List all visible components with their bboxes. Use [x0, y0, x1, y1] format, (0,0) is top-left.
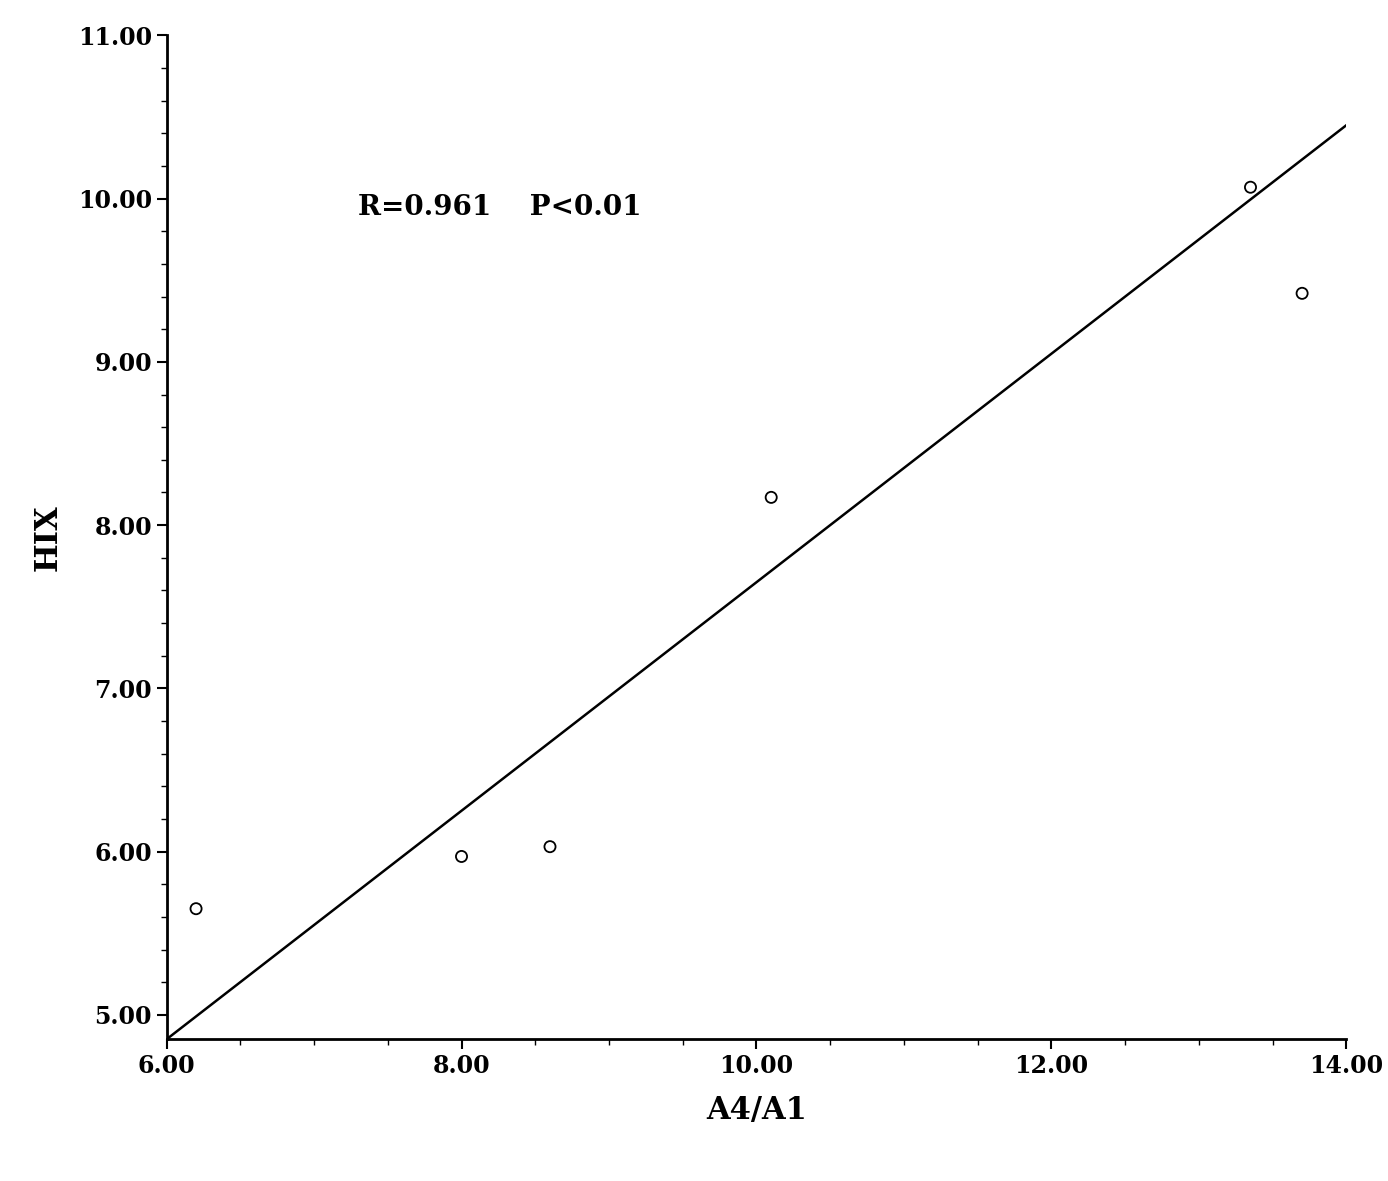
Point [1239, 178, 1262, 197]
Text: R=0.961    P<0.01: R=0.961 P<0.01 [358, 194, 641, 221]
Point [539, 837, 561, 856]
X-axis label: A4/A1: A4/A1 [706, 1095, 806, 1125]
Point [1291, 283, 1313, 302]
Point [185, 899, 207, 918]
Point [761, 488, 783, 507]
Point [450, 847, 472, 866]
Y-axis label: HIX: HIX [33, 504, 64, 570]
